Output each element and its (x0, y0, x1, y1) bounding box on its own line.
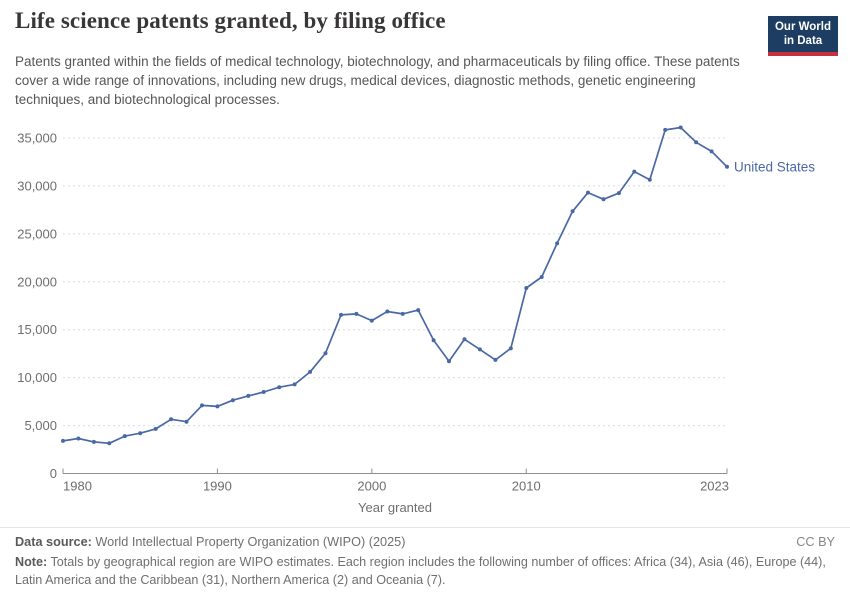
data-point[interactable] (694, 140, 699, 145)
owid-logo[interactable]: Our World in Data (768, 16, 838, 56)
chart-footer: Data source: World Intellectual Property… (0, 527, 850, 590)
y-tick-label: 20,000 (17, 274, 57, 289)
data-point[interactable] (678, 125, 683, 130)
data-point[interactable] (292, 382, 297, 387)
series-line[interactable] (62, 126, 728, 445)
data-point[interactable] (601, 197, 606, 202)
note-label: Note: (15, 555, 48, 569)
data-point[interactable] (246, 393, 251, 398)
data-point[interactable] (215, 404, 220, 409)
y-tick-label: 35,000 (17, 131, 57, 146)
source-row: Data source: World Intellectual Property… (15, 535, 835, 549)
chart-title: Life science patents granted, by filing … (15, 8, 446, 33)
data-point[interactable] (261, 390, 266, 394)
data-point[interactable] (354, 311, 359, 316)
data-point[interactable] (539, 275, 544, 279)
x-tick-label: 2000 (357, 479, 386, 494)
data-point[interactable] (122, 434, 127, 439)
data-point[interactable] (385, 309, 390, 314)
data-source-text: World Intellectual Property Organization… (95, 535, 406, 549)
data-point[interactable] (138, 431, 143, 436)
y-tick-label: 5,000 (24, 418, 57, 433)
y-tick-label: 30,000 (17, 178, 57, 193)
owid-logo-line2: in Data (783, 35, 823, 48)
line-chart[interactable]: 0 5,000 10,000 15,000 20,000 25,000 30,000 35,0… (0, 0, 850, 525)
x-tick-label: 1990 (203, 479, 232, 494)
data-point[interactable] (647, 177, 652, 182)
y-tick-label: 10,000 (17, 370, 57, 385)
data-point[interactable] (508, 346, 513, 351)
data-point[interactable] (416, 308, 421, 313)
y-tick-label: 15,000 (17, 322, 57, 337)
data-point[interactable] (632, 169, 637, 174)
data-point[interactable] (184, 419, 189, 424)
data-point[interactable] (586, 190, 590, 195)
data-point[interactable] (230, 398, 235, 403)
data-point[interactable] (524, 286, 529, 290)
data-point[interactable] (107, 441, 112, 446)
note-text: Totals by geographical region are WIPO e… (15, 555, 826, 588)
data-point[interactable] (369, 318, 374, 323)
data-point[interactable] (91, 439, 96, 444)
data-point[interactable] (493, 357, 498, 362)
y-tick-label: 25,000 (17, 226, 57, 241)
data-point[interactable] (477, 347, 482, 352)
data-point[interactable] (339, 312, 343, 317)
data-point[interactable] (400, 311, 405, 316)
data-point[interactable] (447, 359, 451, 364)
owid-logo-line1: Our World (774, 21, 831, 33)
x-tick-label: 2010 (512, 479, 541, 494)
series-label[interactable]: United States (734, 159, 815, 174)
data-source: Data source: World Intellectual Property… (15, 535, 405, 549)
chart-subtitle: Patents granted within the fields of med… (15, 54, 740, 108)
data-point[interactable] (555, 241, 560, 246)
y-tick-label: 0 (50, 466, 57, 481)
data-point[interactable] (277, 385, 282, 390)
data-point[interactable] (616, 191, 621, 196)
data-point[interactable] (61, 438, 65, 443)
x-tick-label: 2023 (700, 479, 729, 494)
data-point[interactable] (308, 369, 313, 374)
x-tick-label: 1980 (63, 479, 92, 494)
data-point[interactable] (570, 209, 575, 214)
data-point[interactable] (725, 164, 729, 169)
chart-note: Note: Totals by geographical region are … (15, 553, 835, 590)
data-point[interactable] (323, 351, 328, 356)
data-point[interactable] (709, 149, 714, 154)
data-source-label: Data source: (15, 535, 92, 549)
license-link[interactable]: CC BY (796, 535, 835, 549)
data-point[interactable] (663, 127, 668, 132)
data-point[interactable] (169, 417, 174, 422)
data-point[interactable] (153, 426, 158, 431)
data-point[interactable] (200, 403, 204, 408)
data-point[interactable] (431, 338, 436, 343)
data-point[interactable] (76, 436, 81, 441)
data-point[interactable] (462, 337, 467, 342)
x-axis-title: Year granted (358, 500, 432, 515)
